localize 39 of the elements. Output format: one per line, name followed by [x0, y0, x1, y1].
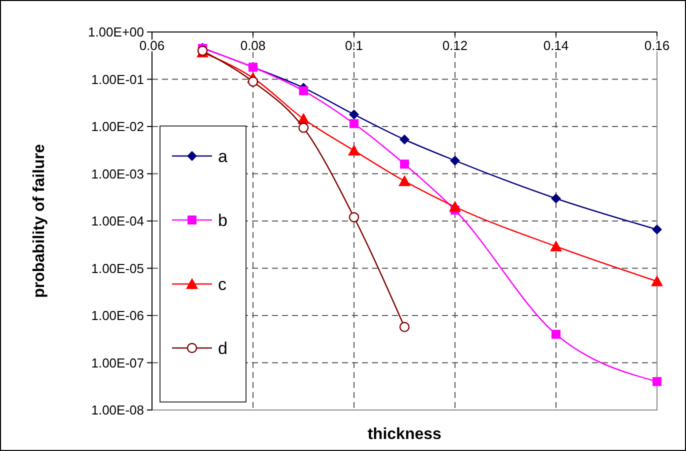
legend-label: c: [218, 274, 227, 294]
point: [449, 200, 461, 212]
y-tick-label: 1.00E-04: [91, 214, 144, 229]
y-axis-title: probability of failure: [31, 144, 48, 298]
y-tick-label: 1.00E-05: [91, 260, 144, 276]
point: [349, 109, 359, 120]
x-axis-title: thickness: [368, 426, 442, 443]
point: [299, 86, 308, 96]
point: [348, 144, 360, 156]
y-tick-label: 1.00E-01: [91, 72, 144, 87]
y-tick-label: 1.00E-08: [91, 402, 144, 418]
point: [348, 212, 360, 222]
point: [652, 377, 662, 386]
point: [350, 119, 358, 128]
point: [450, 156, 460, 166]
point: [552, 330, 560, 339]
point: [551, 193, 561, 204]
y-tick-label: 1.00E-02: [91, 119, 144, 134]
x-tick-label: 0.14: [543, 38, 569, 53]
point: [399, 322, 410, 332]
point: [400, 134, 410, 145]
y-tick-label: 1.00E-03: [91, 166, 144, 182]
x-tick-label: 0.16: [644, 38, 670, 53]
y-tick-label: 1.00E-07: [91, 355, 144, 370]
legend-label: d: [218, 338, 228, 358]
x-tick-label: 0.08: [240, 38, 266, 53]
point: [400, 160, 409, 169]
y-tick-label: 1.00E-06: [91, 308, 144, 324]
legend-label: b: [218, 210, 228, 230]
legend-label: a: [218, 146, 228, 166]
point: [298, 122, 309, 133]
point: [652, 224, 662, 235]
point: [651, 275, 663, 286]
point: [550, 240, 562, 252]
x-tick-label: 0.1: [344, 38, 364, 53]
x-tick-label: 0.12: [442, 38, 468, 53]
point: [248, 76, 258, 87]
point: [398, 175, 410, 186]
y-tick-label: 1.00E+00: [88, 24, 144, 40]
